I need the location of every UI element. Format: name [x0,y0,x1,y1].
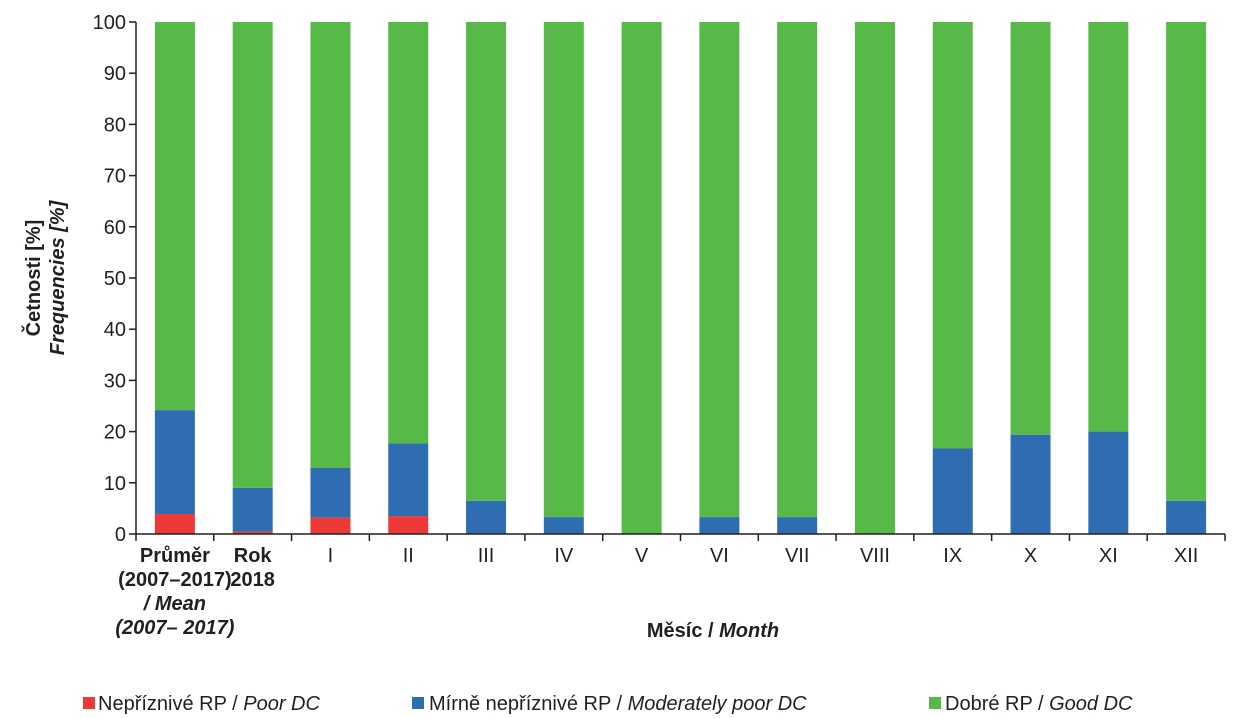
x-category-label-line: Průměr [140,545,210,567]
y-tick-label: 30 [104,370,126,392]
x-category-label-line: (2007–2017) [118,569,231,591]
bar-segment-s0-c0 [154,514,195,534]
bar-segment-s2-c2 [310,22,351,468]
x-category-label: XI [1099,545,1118,567]
legend-label-poor-plain: Nepříznivé RP / [98,693,243,715]
bar-segment-s2-c12 [1088,22,1129,432]
x-category-label-line: X [1024,545,1037,567]
legend-swatch-poor [83,697,95,709]
x-category-label-line: XI [1099,545,1118,567]
x-category-label: XII [1174,545,1198,567]
y-tick-label: 60 [104,217,126,239]
bar-segment-s1-c3 [388,443,429,517]
x-axis-title-italic: Month [719,620,779,642]
bar-segment-s1-c4 [466,500,507,534]
x-category-label-line: III [478,545,495,567]
y-tick-label: 50 [104,268,126,290]
x-category-label-line: VII [785,545,809,567]
x-category-label-line: VI [710,545,729,567]
y-tick-label: 80 [104,114,126,136]
bar-segment-s1-c12 [1088,431,1129,534]
x-category-label-line: VIII [860,545,890,567]
legend-label-good-plain: Dobré RP / [945,693,1049,715]
bar-segment-s2-c6 [621,22,662,534]
x-category-label: VI [710,545,729,567]
legend-label-moderate-italic: Moderately poor DC [628,693,808,715]
y-axis-title-line2: Frequencies [%] [47,199,69,355]
x-category-label-line: / Mean [143,593,206,615]
bar-segment-s2-c0 [154,22,195,411]
y-tick-label: 20 [104,422,126,444]
y-tick-labels: 0 10 20 30 40 50 60 70 80 90 100 [93,12,126,546]
x-category-label-line: XII [1174,545,1198,567]
x-category-label: Rok 2018 [230,545,275,591]
y-tick-label: 10 [104,473,126,495]
x-category-label: VII [785,545,809,567]
bar-segment-s0-c2 [310,517,351,534]
bar-segment-s2-c3 [388,22,429,444]
x-category-label-line: Rok [234,545,273,567]
y-tick-label: 100 [93,12,126,34]
x-tick-labels: Průměr (2007–2017) / Mean (2007– 2017)Rok 20… [115,545,1198,639]
x-category-label-line: IX [943,545,962,567]
bar-segment-s1-c0 [154,410,195,515]
x-axis-title: Měsíc / Month [647,620,779,642]
bar-segment-s1-c13 [1166,500,1207,534]
x-category-label-line: IV [554,545,574,567]
legend-label-good: Dobré RP / Good DC [945,693,1133,715]
x-category-label-line: I [328,545,334,567]
axes-layer [129,21,1226,541]
bar-segment-s1-c8 [777,517,818,534]
bar-segment-s2-c1 [232,22,273,488]
x-category-label: Průměr (2007–2017) / Mean (2007– 2017) [115,545,234,639]
x-category-label: IX [943,545,962,567]
y-axis-title-line1: Četnosti [%] [21,220,45,337]
x-category-label: V [635,545,649,567]
bar-segment-s1-c10 [932,448,973,534]
x-category-label: III [478,545,495,567]
bar-segment-s2-c5 [543,22,584,518]
bar-segment-s2-c9 [854,22,895,534]
legend-label-poor-italic: Poor DC [243,693,320,715]
legend-label-poor: Nepříznivé RP / Poor DC [98,693,320,715]
legend-swatch-moderate [412,697,424,709]
bar-segment-s2-c4 [466,22,507,501]
x-category-label-line: 2018 [230,569,275,591]
bar-segment-s1-c1 [232,487,273,532]
y-tick-label: 0 [115,524,126,546]
x-category-label-line: V [635,545,649,567]
legend-label-moderate-plain: Mírně nepříznivé RP / [429,693,628,715]
legend-swatch-good [929,697,941,709]
y-tick-label: 70 [104,166,126,188]
legend: Nepříznivé RP / Poor DC Mírně nepříznivé… [83,693,1133,715]
x-category-label: I [328,545,334,567]
x-category-label-line: II [403,545,414,567]
bar-segment-s0-c1 [232,531,273,534]
bar-segment-s1-c5 [543,517,584,534]
bar-segment-s2-c13 [1166,22,1207,501]
bar-segment-s1-c2 [310,467,351,518]
legend-label-moderate: Mírně nepříznivé RP / Moderately poor DC [429,693,807,715]
bar-segment-s1-c11 [1010,434,1051,534]
bar-segment-s0-c3 [388,516,429,534]
bar-segment-s2-c11 [1010,22,1051,435]
legend-label-good-italic: Good DC [1049,693,1133,715]
x-axis-title-plain: Měsíc / [647,620,719,642]
y-tick-label: 90 [104,63,126,85]
y-tick-label: 40 [104,319,126,341]
bar-segment-s1-c7 [699,517,740,534]
bar-segment-s2-c10 [932,22,973,449]
x-category-label: IV [554,545,574,567]
bars-layer [154,22,1207,534]
x-category-label: II [403,545,414,567]
x-category-label: X [1024,545,1037,567]
x-category-label: VIII [860,545,890,567]
bar-segment-s2-c7 [699,22,740,518]
x-category-label-line: (2007– 2017) [115,617,234,639]
bar-segment-s2-c8 [777,22,818,518]
